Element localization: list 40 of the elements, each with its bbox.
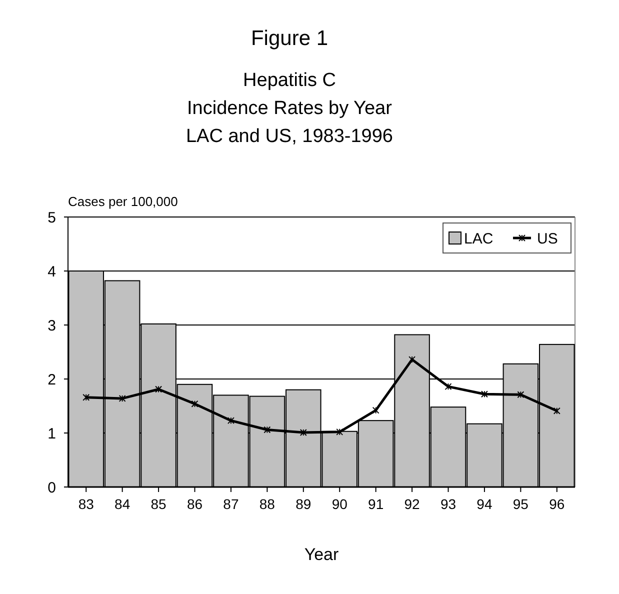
point [300,428,307,436]
y-tick-label: 1 [48,425,56,442]
point [444,383,452,390]
x-axis-title: Year [304,545,340,564]
x-tick-label: 90 [332,496,348,512]
x-tick-label: 89 [296,496,312,512]
chart-title: Figure 1 [250,27,328,50]
y-tick-label: 4 [48,263,56,280]
point [336,428,344,436]
legend-label: US [537,230,558,248]
x-tick-label: 96 [549,496,565,512]
x-tick-label: 95 [512,496,529,512]
chart-subtitle: Hepatitis C Incidence Rates by Year LAC and US, 1983-1996 [186,70,394,147]
x-tick-label: 94 [476,496,492,512]
x-tick-label: 85 [150,496,167,512]
y-axis-title: Cases per 100,000 [68,194,178,209]
y-tick-label: 2 [48,371,56,388]
point [553,407,560,414]
point [408,356,416,364]
y-tick-label: 3 [48,317,56,334]
x-tick-label: 86 [186,496,203,512]
x-tick-label: 88 [259,496,276,512]
x-tick-label: 84 [114,496,130,512]
point [480,390,488,398]
point [372,406,380,414]
x-tick-label: 87 [223,496,239,512]
y-tick-label: 0 [48,479,56,496]
point [118,394,126,402]
y-tick-label: 5 [48,209,56,226]
point [191,400,198,408]
x-tick-label: 93 [440,496,456,512]
x-tick-label: 92 [404,496,420,512]
point [155,386,162,393]
legend-label: LAC [464,230,494,248]
point [227,417,234,424]
point [264,426,271,434]
point [82,394,90,401]
x-tick-label: 83 [78,496,94,512]
point [517,391,524,398]
x-tick-label: 91 [368,496,384,512]
